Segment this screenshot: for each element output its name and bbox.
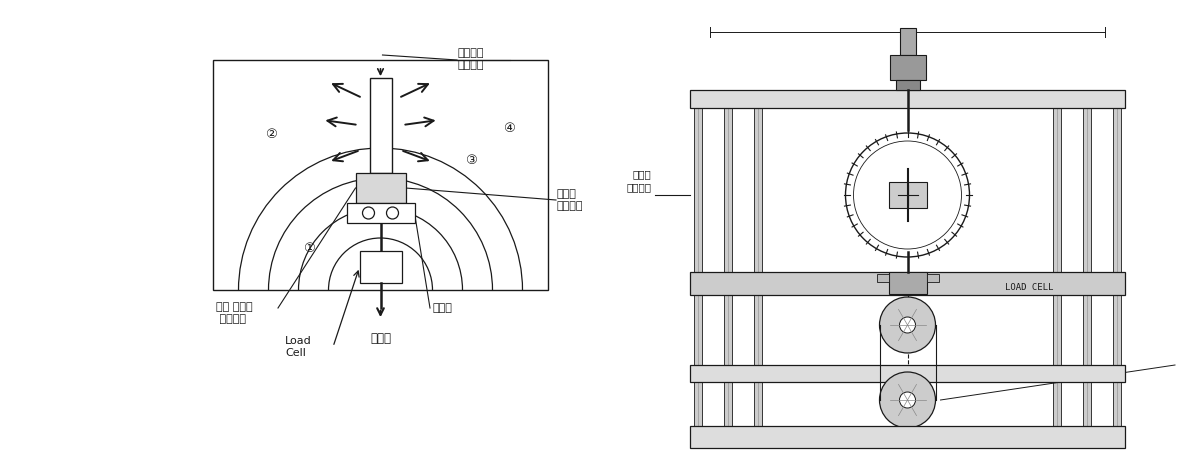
Bar [1113, 108, 1121, 428]
Bar [370, 78, 391, 173]
Bar [754, 108, 762, 428]
Bar [694, 108, 702, 428]
Bar [359, 251, 402, 283]
Bar [690, 90, 1125, 108]
Bar [888, 182, 926, 208]
Circle shape [363, 207, 375, 219]
Bar [895, 80, 919, 90]
Text: ③: ③ [465, 153, 477, 167]
Bar [690, 272, 1125, 295]
Bar [888, 272, 926, 294]
Bar [900, 28, 916, 55]
Text: 맨드렘: 맨드렘 [432, 303, 452, 313]
Text: 시험용
광커넥터: 시험용 광커넥터 [625, 169, 652, 192]
Text: ④: ④ [503, 122, 515, 134]
Bar [690, 365, 1125, 382]
Text: ①: ① [302, 241, 314, 254]
Circle shape [854, 141, 962, 249]
Bar [1083, 108, 1092, 428]
Circle shape [845, 133, 969, 257]
Bar [724, 108, 732, 428]
Text: 굴공 시험용
 서보모터: 굴공 시험용 서보모터 [216, 302, 252, 325]
Bar [213, 60, 548, 290]
Text: 인장력: 인장력 [370, 331, 391, 345]
Bar [926, 274, 938, 282]
Bar [346, 203, 415, 223]
Bar [889, 55, 925, 80]
Bar [1053, 108, 1061, 428]
Bar [690, 426, 1125, 448]
Text: 시험용
광커넥터: 시험용 광커넥터 [556, 189, 583, 211]
Circle shape [880, 372, 936, 428]
Text: ②: ② [265, 129, 276, 141]
Bar [356, 173, 405, 203]
Circle shape [900, 317, 916, 333]
Circle shape [880, 297, 936, 353]
Circle shape [900, 392, 916, 408]
Text: Load
Cell: Load Cell [285, 336, 312, 358]
Text: LOAD CELL: LOAD CELL [1005, 282, 1053, 291]
Bar [876, 274, 888, 282]
Text: 광커넥터
부착지그: 광커넥터 부착지그 [457, 48, 484, 70]
Circle shape [386, 207, 398, 219]
